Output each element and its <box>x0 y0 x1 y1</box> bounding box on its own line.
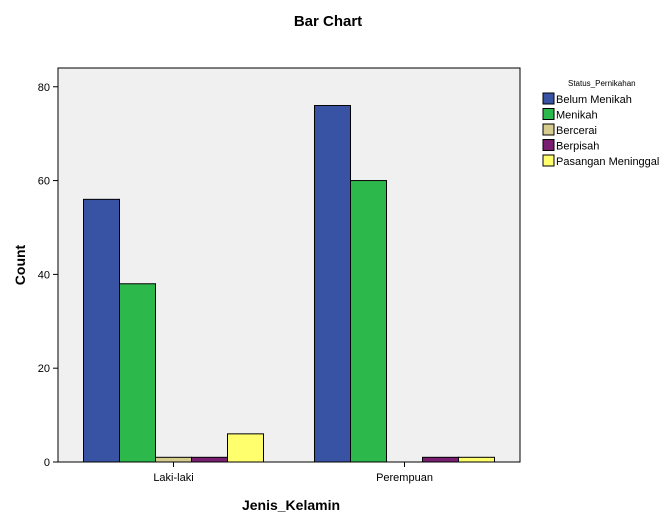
legend-swatch <box>542 92 555 105</box>
legend-label: Belum Menikah <box>556 94 632 106</box>
x-axis: Laki-laki Perempuan <box>153 462 433 484</box>
x-tick-label: Perempuan <box>376 472 433 484</box>
bar-menikah-laki-laki <box>119 283 156 463</box>
bar-bercerai-laki-laki <box>155 456 192 463</box>
legend-label: Pasangan Meninggal <box>556 156 659 168</box>
bar-berpisah-laki-laki <box>191 456 228 463</box>
bar-berpisah-perempuan <box>422 456 459 463</box>
y-axis: 0 20 40 60 80 <box>38 82 58 469</box>
y-tick-label: 0 <box>44 457 50 469</box>
bar-menikah-perempuan <box>350 180 387 463</box>
y-tick-label: 20 <box>38 363 50 375</box>
legend-label: Bercerai <box>556 125 597 137</box>
y-tick-label: 60 <box>38 176 50 188</box>
bar-pasangan-meninggal-laki-laki <box>227 433 264 463</box>
legend-title: Status_Pernikahan <box>568 79 636 88</box>
bar-belum-menikah-laki-laki <box>83 198 120 463</box>
legend-label: Berpisah <box>556 141 599 153</box>
legend-swatch <box>542 108 555 120</box>
bars <box>83 105 495 463</box>
legend-swatch <box>542 139 555 151</box>
legend-swatch <box>542 123 555 136</box>
y-axis-title: Count <box>12 244 28 285</box>
y-tick-label: 80 <box>38 82 50 94</box>
x-tick-label: Laki-laki <box>153 472 193 484</box>
y-tick-label: 40 <box>38 269 50 281</box>
legend-swatch <box>542 154 555 167</box>
chart-title: Bar Chart <box>294 13 362 30</box>
bar-pasangan-meninggal-perempuan <box>458 456 495 463</box>
bar-belum-menikah-perempuan <box>314 105 351 463</box>
legend: Status_Pernikahan Belum Menikah Menikah Be… <box>542 79 659 168</box>
x-axis-title: Jenis_Kelamin <box>242 497 340 513</box>
legend-label: Menikah <box>556 110 598 122</box>
